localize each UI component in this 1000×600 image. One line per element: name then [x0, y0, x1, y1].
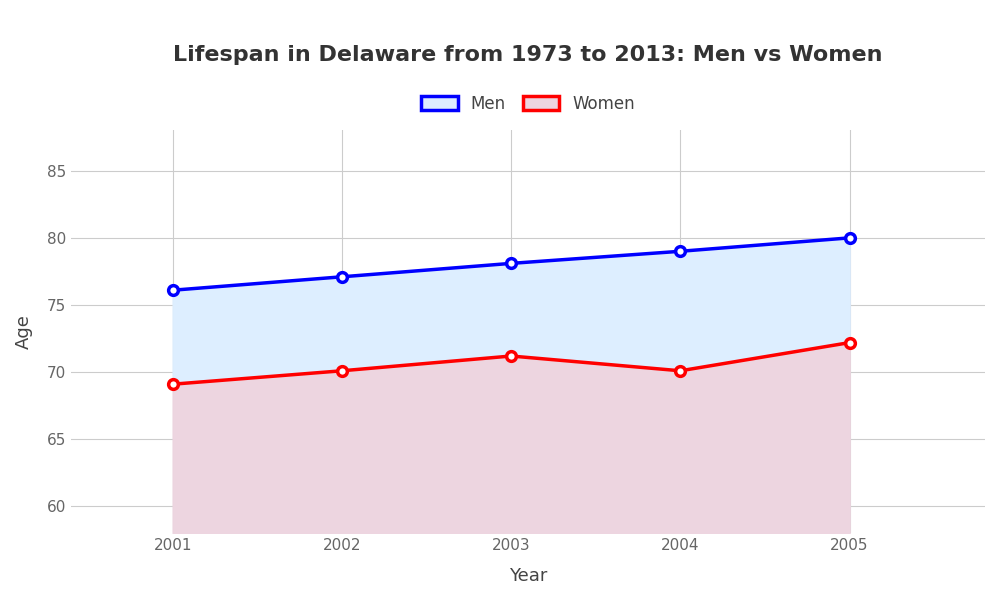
- X-axis label: Year: Year: [509, 567, 547, 585]
- Title: Lifespan in Delaware from 1973 to 2013: Men vs Women: Lifespan in Delaware from 1973 to 2013: …: [173, 45, 883, 65]
- Y-axis label: Age: Age: [15, 314, 33, 349]
- Legend: Men, Women: Men, Women: [413, 86, 644, 121]
